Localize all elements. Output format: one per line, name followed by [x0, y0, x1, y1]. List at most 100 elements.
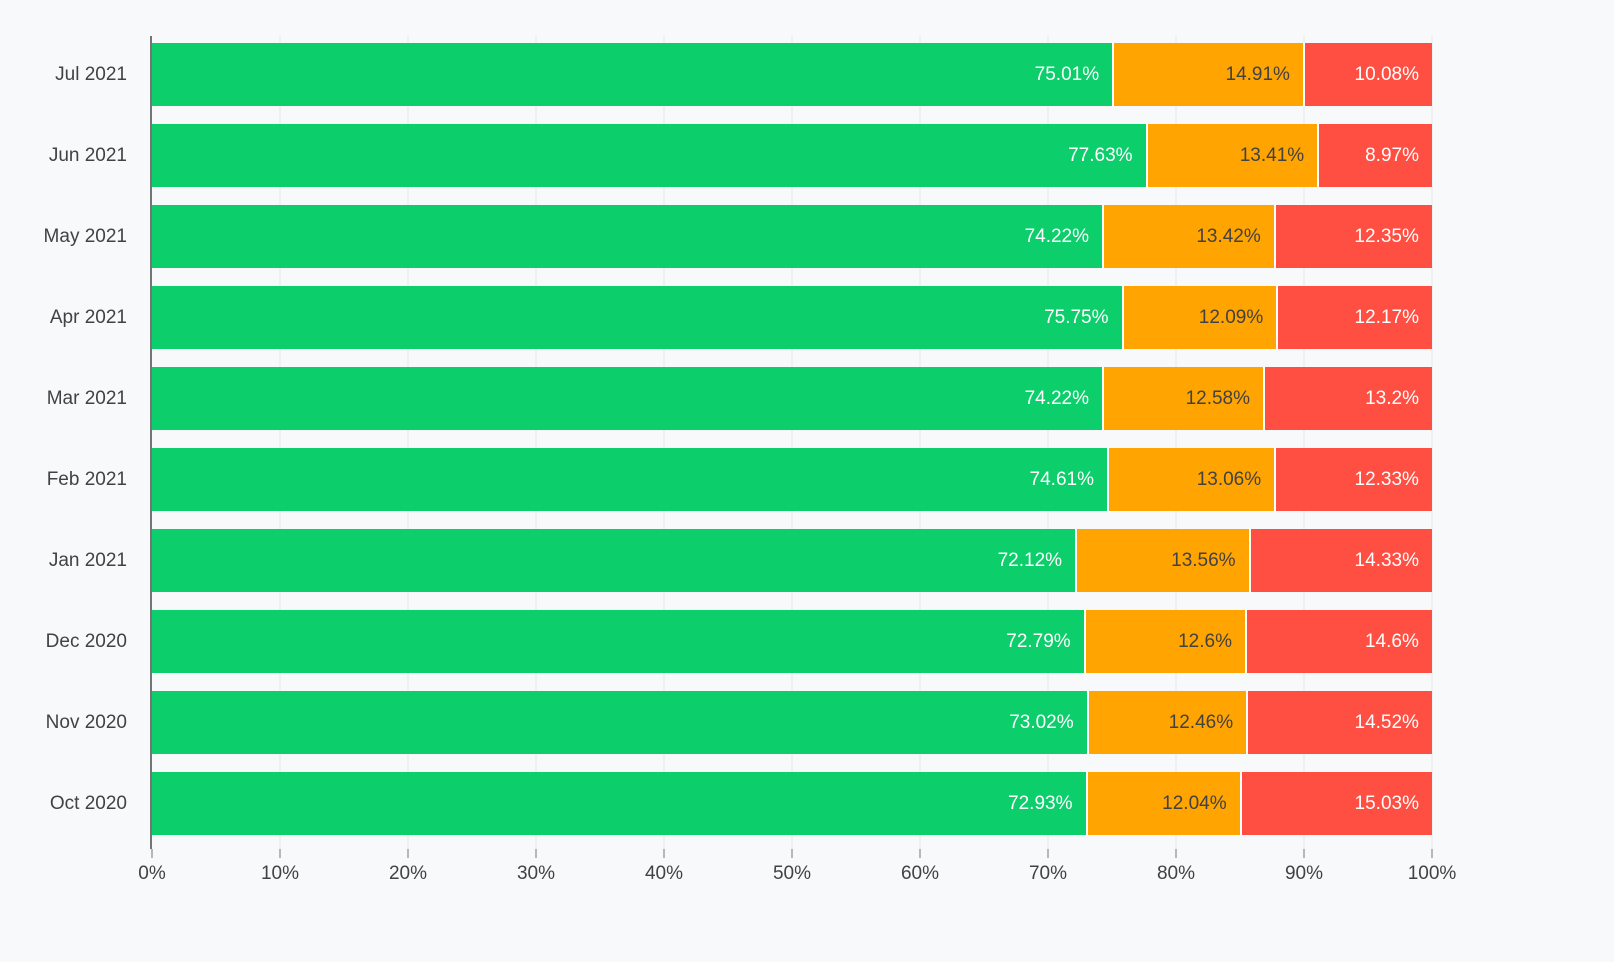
bar-track: 74.22% 13.42% 12.35%: [152, 205, 1432, 268]
x-tick-mark: [407, 849, 409, 858]
segment-value-label: 12.46%: [1168, 711, 1234, 733]
x-tick-mark: [1431, 849, 1433, 858]
segment-value-label: 14.91%: [1225, 63, 1290, 85]
bar-segment-orange[interactable]: 12.04%: [1085, 772, 1240, 835]
segment-value-label: 75.75%: [1044, 306, 1109, 328]
segment-value-label: 12.58%: [1185, 387, 1251, 409]
bar-segment-green[interactable]: 75.75%: [152, 286, 1122, 349]
gridline: [407, 36, 409, 849]
segment-value-label: 77.63%: [1068, 144, 1133, 166]
category-label: Feb 2021: [46, 468, 127, 490]
category-label: Jan 2021: [48, 549, 127, 571]
segment-value-label: 12.33%: [1354, 468, 1419, 490]
x-tick-label: 30%: [516, 863, 556, 884]
bar-row: Apr 2021 75.75% 12.09% 12.17%: [0, 286, 1432, 349]
bar-segment-orange[interactable]: 12.09%: [1121, 286, 1277, 349]
category-label: Apr 2021: [49, 306, 127, 328]
bar-segment-orange[interactable]: 14.91%: [1112, 43, 1303, 106]
segment-value-label: 72.79%: [1006, 630, 1071, 652]
x-tick-label: 60%: [900, 863, 940, 884]
bar-segment-red[interactable]: 8.97%: [1317, 124, 1432, 187]
x-tick-mark: [663, 849, 665, 858]
x-tick-label: 70%: [1028, 863, 1068, 884]
segment-value-label: 15.03%: [1354, 792, 1419, 814]
gridline: [919, 36, 921, 849]
bar-segment-red[interactable]: 12.33%: [1274, 448, 1432, 511]
bar-segment-red[interactable]: 10.08%: [1302, 43, 1432, 106]
bar-segment-green[interactable]: 74.22%: [152, 367, 1103, 430]
bar-segment-red[interactable]: 15.03%: [1239, 772, 1432, 835]
bar-segment-red[interactable]: 14.33%: [1248, 529, 1432, 592]
bar-segment-orange[interactable]: 13.06%: [1107, 448, 1275, 511]
x-tick-mark: [279, 849, 281, 858]
bar-track: 74.61% 13.06% 12.33%: [152, 448, 1432, 511]
gridline: [791, 36, 793, 849]
bar-segment-orange[interactable]: 12.46%: [1086, 691, 1247, 754]
x-tick-label: 80%: [1156, 863, 1196, 884]
bar-segment-green[interactable]: 72.12%: [152, 529, 1076, 592]
bar-row: Feb 2021 74.61% 13.06% 12.33%: [0, 448, 1432, 511]
segment-value-label: 8.97%: [1365, 144, 1419, 166]
x-tick-mark: [1303, 849, 1305, 858]
gridline: [1431, 36, 1433, 849]
segment-value-label: 12.35%: [1354, 225, 1419, 247]
bar-track: 75.75% 12.09% 12.17%: [152, 286, 1432, 349]
segment-value-label: 14.33%: [1354, 549, 1419, 571]
bar-segment-red[interactable]: 14.6%: [1244, 610, 1432, 673]
bar-segment-green[interactable]: 75.01%: [152, 43, 1113, 106]
segment-value-label: 74.22%: [1024, 225, 1090, 247]
bar-segment-green[interactable]: 73.02%: [152, 691, 1087, 754]
category-label: Jul 2021: [55, 63, 127, 85]
segment-value-label: 12.6%: [1178, 630, 1232, 652]
bar-segment-orange[interactable]: 13.41%: [1145, 124, 1318, 187]
bar-segment-red[interactable]: 13.2%: [1263, 367, 1432, 430]
bar-segment-green[interactable]: 72.93%: [152, 772, 1086, 835]
bar-row: Nov 2020 73.02% 12.46% 14.52%: [0, 691, 1432, 754]
bar-track: 75.01% 14.91% 10.08%: [152, 43, 1432, 106]
category-label: Mar 2021: [46, 387, 127, 409]
bar-row: Mar 2021 74.22% 12.58% 13.2%: [0, 367, 1432, 430]
gridline: [1047, 36, 1049, 849]
category-label: Nov 2020: [45, 711, 127, 733]
y-axis-line: [150, 36, 152, 849]
gridline: [663, 36, 665, 849]
segment-value-label: 13.2%: [1365, 387, 1419, 409]
bar-segment-green[interactable]: 74.22%: [152, 205, 1103, 268]
bar-segment-red[interactable]: 14.52%: [1246, 691, 1432, 754]
bar-segment-orange[interactable]: 13.56%: [1075, 529, 1249, 592]
x-tick-label: 20%: [388, 863, 428, 884]
gridline: [279, 36, 281, 849]
segment-value-label: 13.42%: [1196, 225, 1261, 247]
bar-track: 72.79% 12.6% 14.6%: [152, 610, 1432, 673]
bar-row: Jan 2021 72.12% 13.56% 14.33%: [0, 529, 1432, 592]
bar-row: Jul 2021 75.01% 14.91% 10.08%: [0, 43, 1432, 106]
x-tick-label: 10%: [260, 863, 300, 884]
category-label: Jun 2021: [48, 144, 127, 166]
x-axis: 0% 10% 20% 30% 40% 50% 60% 70% 80% 90% 100%: [138, 849, 1456, 909]
bar-rows: Jul 2021 75.01% 14.91% 10.08% Jun 2021 77.63%…: [0, 36, 1432, 849]
bar-segment-green[interactable]: 77.63%: [152, 124, 1146, 187]
segment-value-label: 12.09%: [1198, 306, 1264, 328]
bar-segment-orange[interactable]: 12.58%: [1102, 367, 1264, 430]
x-tick-label: 90%: [1284, 863, 1324, 884]
bar-row: May 2021 74.22% 13.42% 12.35%: [0, 205, 1432, 268]
segment-value-label: 13.06%: [1196, 468, 1262, 490]
bar-track: 74.22% 12.58% 13.2%: [152, 367, 1432, 430]
x-tick-mark: [1175, 849, 1177, 858]
x-tick-label: 100%: [1407, 863, 1457, 884]
x-tick-mark: [535, 849, 537, 858]
bar-segment-orange[interactable]: 13.42%: [1102, 205, 1274, 268]
bar-track: 73.02% 12.46% 14.52%: [152, 691, 1432, 754]
bar-row: Jun 2021 77.63% 13.41% 8.97%: [0, 124, 1432, 187]
x-tick-mark: [919, 849, 921, 858]
category-label: Oct 2020: [49, 792, 127, 814]
bar-segment-green[interactable]: 74.61%: [152, 448, 1107, 511]
bar-segment-red[interactable]: 12.17%: [1276, 286, 1432, 349]
bar-segment-red[interactable]: 12.35%: [1273, 205, 1432, 268]
x-tick-mark: [1047, 849, 1049, 858]
bar-segment-green[interactable]: 72.79%: [152, 610, 1084, 673]
bar-segment-orange[interactable]: 12.6%: [1083, 610, 1245, 673]
segment-value-label: 72.93%: [1008, 792, 1073, 814]
gridline: [1303, 36, 1305, 849]
x-tick-label: 40%: [644, 863, 684, 884]
